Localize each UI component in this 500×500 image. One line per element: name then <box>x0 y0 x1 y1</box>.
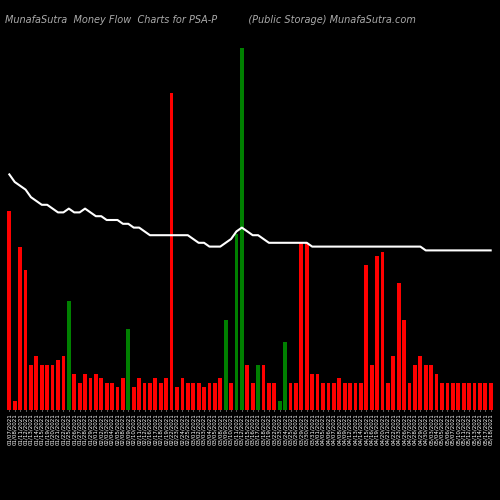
Bar <box>278 401 281 410</box>
Bar <box>456 383 460 410</box>
Bar <box>224 320 228 410</box>
Bar <box>300 242 304 410</box>
Bar <box>326 383 330 410</box>
Bar <box>132 388 136 410</box>
Bar <box>386 383 390 410</box>
Bar <box>380 252 384 410</box>
Bar <box>262 365 266 410</box>
Bar <box>267 383 271 410</box>
Bar <box>332 383 336 410</box>
Bar <box>375 256 379 410</box>
Bar <box>288 383 292 410</box>
Bar <box>424 365 428 410</box>
Bar <box>50 365 54 410</box>
Bar <box>208 383 212 410</box>
Bar <box>430 365 433 410</box>
Bar <box>18 247 22 410</box>
Bar <box>110 383 114 410</box>
Bar <box>472 383 476 410</box>
Bar <box>56 360 60 410</box>
Bar <box>116 388 119 410</box>
Bar <box>202 388 206 410</box>
Bar <box>137 378 141 410</box>
Bar <box>126 328 130 410</box>
Bar <box>284 342 287 410</box>
Bar <box>192 383 195 410</box>
Bar <box>186 383 190 410</box>
Bar <box>467 383 471 410</box>
Bar <box>105 383 108 410</box>
Bar <box>251 383 254 410</box>
Bar <box>40 365 43 410</box>
Bar <box>348 383 352 410</box>
Bar <box>62 356 66 410</box>
Bar <box>246 365 249 410</box>
Bar <box>8 211 11 410</box>
Bar <box>418 356 422 410</box>
Bar <box>234 234 238 410</box>
Bar <box>100 378 103 410</box>
Bar <box>240 48 244 410</box>
Bar <box>88 378 92 410</box>
Bar <box>67 302 70 410</box>
Bar <box>196 383 200 410</box>
Bar <box>34 356 38 410</box>
Bar <box>338 378 341 410</box>
Bar <box>218 378 222 410</box>
Bar <box>392 356 395 410</box>
Bar <box>164 378 168 410</box>
Bar <box>489 383 492 410</box>
Bar <box>451 383 454 410</box>
Bar <box>397 284 400 410</box>
Bar <box>370 365 374 410</box>
Bar <box>29 365 33 410</box>
Bar <box>310 374 314 410</box>
Bar <box>294 383 298 410</box>
Bar <box>343 383 346 410</box>
Bar <box>46 365 49 410</box>
Bar <box>462 383 466 410</box>
Bar <box>148 383 152 410</box>
Bar <box>321 383 325 410</box>
Bar <box>440 383 444 410</box>
Bar <box>175 388 179 410</box>
Bar <box>484 383 487 410</box>
Bar <box>316 374 320 410</box>
Bar <box>142 383 146 410</box>
Text: MunafaSutra  Money Flow  Charts for PSA-P          (Public Storage) MunafaSutra.: MunafaSutra Money Flow Charts for PSA-P … <box>5 15 416 25</box>
Bar <box>256 365 260 410</box>
Bar <box>402 320 406 410</box>
Bar <box>354 383 358 410</box>
Bar <box>478 383 482 410</box>
Bar <box>121 378 125 410</box>
Bar <box>446 383 450 410</box>
Bar <box>434 374 438 410</box>
Bar <box>83 374 87 410</box>
Bar <box>159 383 162 410</box>
Bar <box>24 270 28 410</box>
Bar <box>78 383 82 410</box>
Bar <box>180 378 184 410</box>
Bar <box>72 374 76 410</box>
Bar <box>272 383 276 410</box>
Bar <box>359 383 363 410</box>
Bar <box>94 374 98 410</box>
Bar <box>305 242 308 410</box>
Bar <box>413 365 417 410</box>
Bar <box>154 378 157 410</box>
Bar <box>170 94 173 410</box>
Bar <box>229 383 233 410</box>
Bar <box>13 401 16 410</box>
Bar <box>408 383 412 410</box>
Bar <box>364 265 368 410</box>
Bar <box>213 383 216 410</box>
